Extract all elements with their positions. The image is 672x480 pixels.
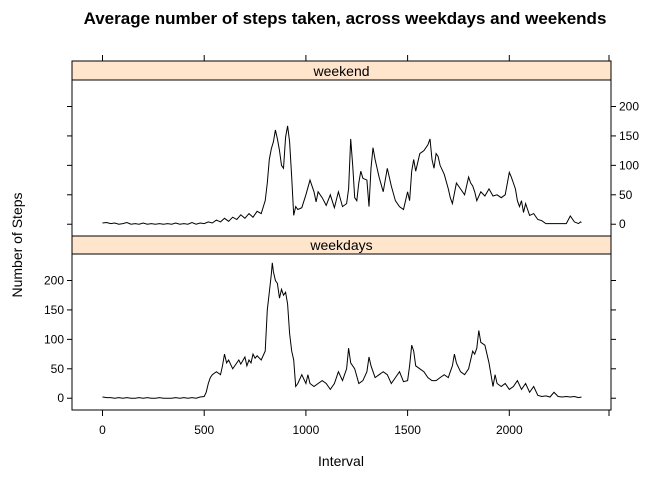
y-tick-label-weekdays: 200 xyxy=(44,273,64,287)
panel-frame-weekdays xyxy=(71,253,612,411)
y-tick-label-weekend: 50 xyxy=(619,188,633,202)
x-tick-label: 500 xyxy=(194,423,214,437)
x-tick-label: 0 xyxy=(99,423,106,437)
y-tick-label-weekend: 150 xyxy=(619,129,639,143)
strip-label-weekdays: weekdays xyxy=(309,237,372,253)
y-tick-label-weekdays: 50 xyxy=(51,362,65,376)
series-line-weekdays xyxy=(102,262,582,399)
strip-label-weekend: weekend xyxy=(312,63,369,79)
y-tick-label-weekend: 100 xyxy=(619,158,639,172)
panel-frame-weekend xyxy=(71,79,612,237)
y-axis-label: Number of Steps xyxy=(9,192,25,297)
y-tick-label-weekdays: 0 xyxy=(57,391,64,405)
x-tick-label: 1000 xyxy=(293,423,320,437)
x-axis-label: Interval xyxy=(318,453,364,469)
y-tick-label-weekdays: 150 xyxy=(44,303,64,317)
x-tick-label: 1500 xyxy=(394,423,421,437)
plot-area: weekend050100150200weekdays0501001502000… xyxy=(44,55,639,437)
series-line-weekend xyxy=(102,125,582,225)
x-tick-label: 2000 xyxy=(496,423,523,437)
y-tick-label-weekdays: 100 xyxy=(44,332,64,346)
y-tick-label-weekend: 200 xyxy=(619,99,639,113)
y-tick-label-weekend: 0 xyxy=(619,217,626,231)
chart-title: Average number of steps taken, across we… xyxy=(84,9,607,28)
